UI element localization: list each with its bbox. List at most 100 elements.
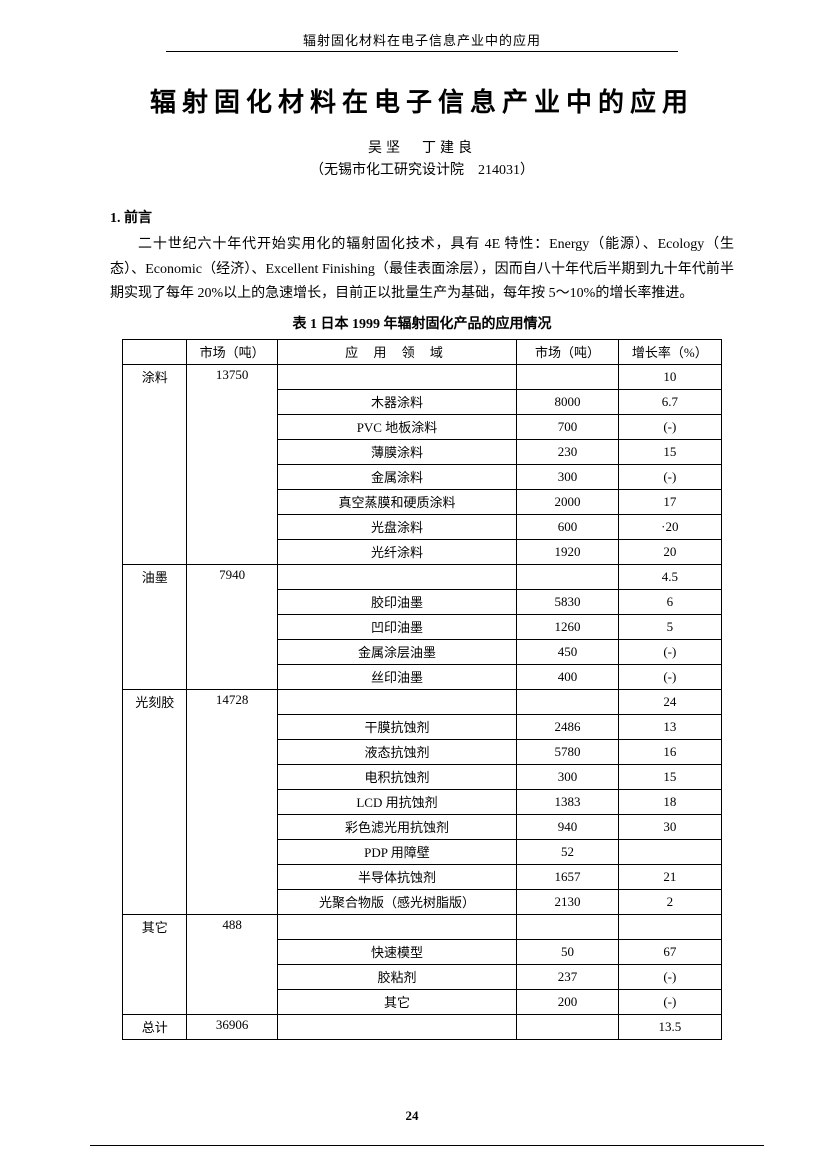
page: 辐射固化材料在电子信息产业中的应用 辐射固化材料在电子信息产业中的应用 吴坚 丁… bbox=[0, 0, 824, 1168]
cell-growth: (-) bbox=[619, 464, 721, 489]
cell-growth: 5 bbox=[619, 614, 721, 639]
cell-growth: 13 bbox=[619, 714, 721, 739]
cell-field: 液态抗蚀剂 bbox=[278, 739, 517, 764]
th-field: 应 用 领 域 bbox=[278, 339, 517, 364]
cell-growth: (-) bbox=[619, 414, 721, 439]
cell-growth: (-) bbox=[619, 964, 721, 989]
authors: 吴坚 丁建良 bbox=[110, 137, 734, 157]
cell-market2: 2000 bbox=[516, 489, 618, 514]
cell-growth: (-) bbox=[619, 989, 721, 1014]
cell-growth: 18 bbox=[619, 789, 721, 814]
cell-market2: 1260 bbox=[516, 614, 618, 639]
cell-market2: 50 bbox=[516, 939, 618, 964]
cell-field: 干膜抗蚀剂 bbox=[278, 714, 517, 739]
cell-growth: (-) bbox=[619, 639, 721, 664]
table-1-caption: 表 1 日本 1999 年辐射固化产品的应用情况 bbox=[110, 313, 734, 333]
cell-growth: 17 bbox=[619, 489, 721, 514]
cell-market1: 13750 bbox=[187, 364, 278, 564]
table-row: 油墨79404.5 bbox=[123, 564, 721, 589]
th-growth: 增长率（%） bbox=[619, 339, 721, 364]
th-market2: 市场（吨） bbox=[516, 339, 618, 364]
cell-market1: 488 bbox=[187, 914, 278, 1014]
cell-field: 其它 bbox=[278, 989, 517, 1014]
th-market1: 市场（吨） bbox=[187, 339, 278, 364]
cell-growth: 67 bbox=[619, 939, 721, 964]
cell-market2: 8000 bbox=[516, 389, 618, 414]
cell-growth: 4.5 bbox=[619, 564, 721, 589]
cell-field: 丝印油墨 bbox=[278, 664, 517, 689]
cell-market2: 1657 bbox=[516, 864, 618, 889]
cell-total-field bbox=[278, 1014, 517, 1039]
cell-field: 真空蒸膜和硬质涂料 bbox=[278, 489, 517, 514]
cell-market2 bbox=[516, 564, 618, 589]
cell-field bbox=[278, 914, 517, 939]
table-row-total: 总计36906 13.5 bbox=[123, 1014, 721, 1039]
cell-market2 bbox=[516, 914, 618, 939]
table-row: 涂料1375010 bbox=[123, 364, 721, 389]
cell-field: 电积抗蚀剂 bbox=[278, 764, 517, 789]
cell-field: 快速模型 bbox=[278, 939, 517, 964]
article-title: 辐射固化材料在电子信息产业中的应用 bbox=[110, 82, 734, 119]
cell-market1: 14728 bbox=[187, 689, 278, 914]
cell-field: PVC 地板涂料 bbox=[278, 414, 517, 439]
cell-field: 光盘涂料 bbox=[278, 514, 517, 539]
cell-growth: 2 bbox=[619, 889, 721, 914]
table-header-row: 市场（吨） 应 用 领 域 市场（吨） 增长率（%） bbox=[123, 339, 721, 364]
cell-total-market1: 36906 bbox=[187, 1014, 278, 1039]
cell-market2: 1383 bbox=[516, 789, 618, 814]
cell-growth: (-) bbox=[619, 664, 721, 689]
cell-category: 光刻胶 bbox=[123, 689, 187, 914]
cell-field: 薄膜涂料 bbox=[278, 439, 517, 464]
affiliation: （无锡市化工研究设计院 214031） bbox=[110, 159, 734, 179]
cell-field: 木器涂料 bbox=[278, 389, 517, 414]
intro-paragraph: 二十世纪六十年代开始实用化的辐射固化技术，具有 4E 特性：Energy（能源）… bbox=[110, 233, 734, 307]
cell-growth: 20 bbox=[619, 539, 721, 564]
cell-field: 凹印油墨 bbox=[278, 614, 517, 639]
cell-field: 彩色滤光用抗蚀剂 bbox=[278, 814, 517, 839]
cell-field bbox=[278, 564, 517, 589]
table-head: 市场（吨） 应 用 领 域 市场（吨） 增长率（%） bbox=[123, 339, 721, 364]
cell-growth: 30 bbox=[619, 814, 721, 839]
page-number: 24 bbox=[0, 1108, 824, 1124]
table-body: 涂料1375010木器涂料80006.7PVC 地板涂料700(-)薄膜涂料23… bbox=[123, 364, 721, 1039]
cell-growth bbox=[619, 839, 721, 864]
cell-total-label: 总计 bbox=[123, 1014, 187, 1039]
table-row: 光刻胶1472824 bbox=[123, 689, 721, 714]
cell-field: 半导体抗蚀剂 bbox=[278, 864, 517, 889]
table-row: 其它488 bbox=[123, 914, 721, 939]
cell-market2: 2486 bbox=[516, 714, 618, 739]
cell-total-market2 bbox=[516, 1014, 618, 1039]
cell-field: LCD 用抗蚀剂 bbox=[278, 789, 517, 814]
running-head: 辐射固化材料在电子信息产业中的应用 bbox=[166, 30, 678, 52]
cell-field: 光聚合物版（感光树脂版） bbox=[278, 889, 517, 914]
cell-market2: 600 bbox=[516, 514, 618, 539]
cell-market2: 400 bbox=[516, 664, 618, 689]
cell-growth: 15 bbox=[619, 764, 721, 789]
footer-rule bbox=[90, 1145, 764, 1146]
cell-growth: 24 bbox=[619, 689, 721, 714]
section-1-heading: 1. 前言 bbox=[110, 207, 734, 227]
cell-market2: 200 bbox=[516, 989, 618, 1014]
cell-market2: 700 bbox=[516, 414, 618, 439]
cell-growth: 6.7 bbox=[619, 389, 721, 414]
cell-market2: 300 bbox=[516, 464, 618, 489]
cell-category: 油墨 bbox=[123, 564, 187, 689]
table-1: 市场（吨） 应 用 领 域 市场（吨） 增长率（%） 涂料1375010木器涂料… bbox=[122, 339, 721, 1040]
cell-field: 胶印油墨 bbox=[278, 589, 517, 614]
cell-market2: 52 bbox=[516, 839, 618, 864]
cell-category: 涂料 bbox=[123, 364, 187, 564]
cell-market2: 237 bbox=[516, 964, 618, 989]
cell-market2: 300 bbox=[516, 764, 618, 789]
cell-growth: 15 bbox=[619, 439, 721, 464]
cell-market2: 940 bbox=[516, 814, 618, 839]
cell-growth: 21 bbox=[619, 864, 721, 889]
cell-total-growth: 13.5 bbox=[619, 1014, 721, 1039]
cell-field: PDP 用障壁 bbox=[278, 839, 517, 864]
cell-market1: 7940 bbox=[187, 564, 278, 689]
cell-market2: 1920 bbox=[516, 539, 618, 564]
cell-growth: 16 bbox=[619, 739, 721, 764]
cell-growth: ·20 bbox=[619, 514, 721, 539]
cell-growth: 10 bbox=[619, 364, 721, 389]
cell-field bbox=[278, 364, 517, 389]
cell-market2 bbox=[516, 689, 618, 714]
